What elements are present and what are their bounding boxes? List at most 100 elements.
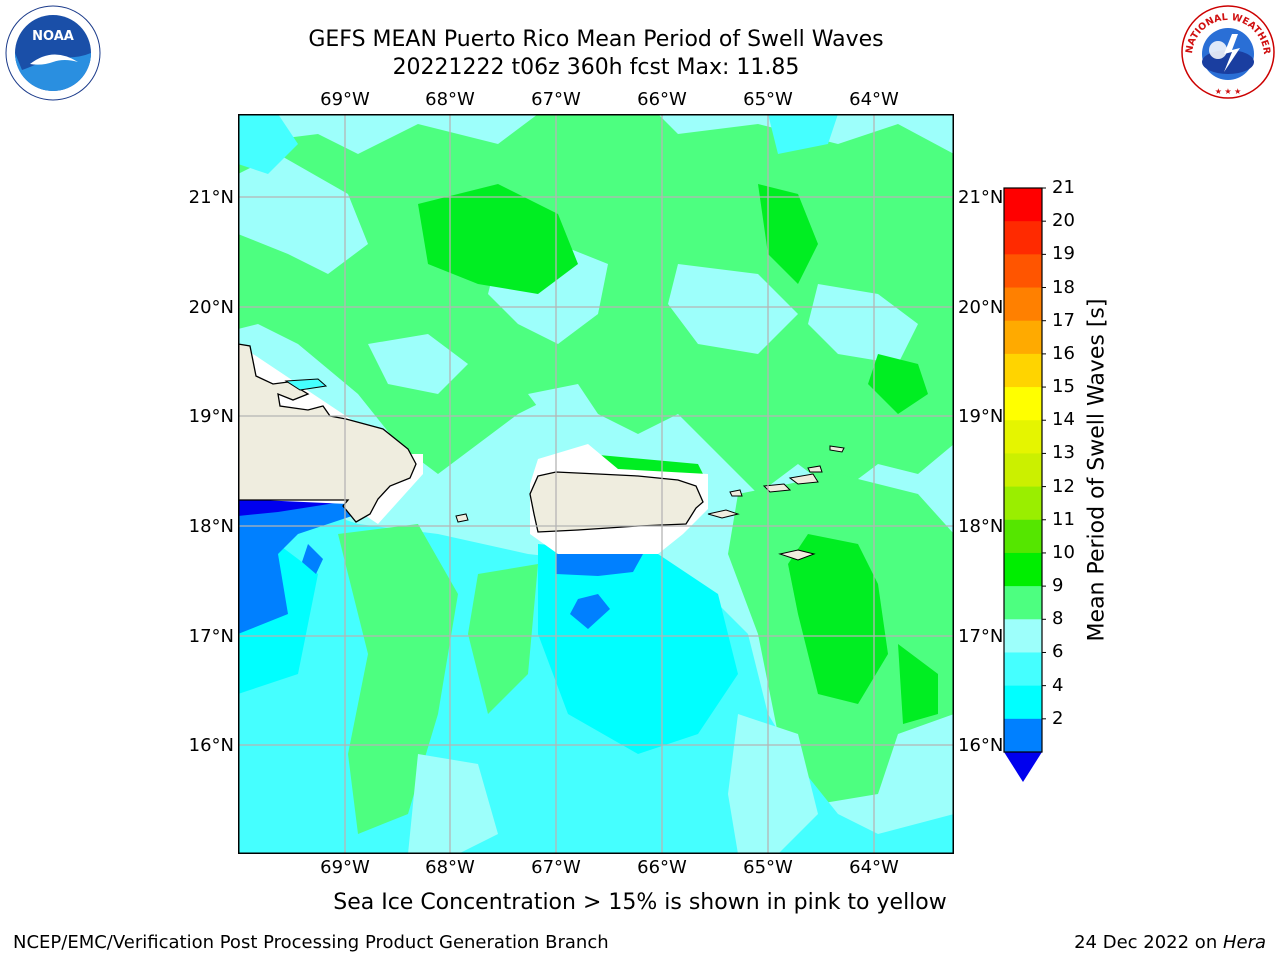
lon-label-top-69w: 69°W bbox=[320, 89, 370, 110]
land-anegada bbox=[829, 445, 845, 453]
lon-label-top-67w: 67°W bbox=[531, 89, 581, 110]
sea-band-10-11s-north bbox=[418, 184, 578, 294]
land-virgin-islands-3 bbox=[807, 465, 823, 473]
colorbar-tickmarks bbox=[1042, 187, 1046, 720]
land-vieques bbox=[707, 509, 740, 519]
lat-label-right-21n: 21°N bbox=[958, 187, 1004, 208]
colorbar-cell bbox=[1004, 188, 1042, 222]
land-puerto-rico bbox=[529, 471, 704, 533]
sea-band-2-4s-south-pr bbox=[556, 554, 643, 576]
lon-label-bottom-68w: 68°W bbox=[425, 857, 475, 878]
colorbar-cell bbox=[1004, 387, 1042, 421]
sea-patch-blue-2 bbox=[570, 594, 610, 629]
lon-label-bottom-67w: 67°W bbox=[531, 857, 581, 878]
lon-label-top-66w: 66°W bbox=[637, 89, 687, 110]
colorbar-cell bbox=[1004, 586, 1042, 620]
colorbar-cells bbox=[1004, 188, 1042, 753]
sea-tongue-green-sw bbox=[338, 524, 458, 834]
colorbar-cell bbox=[1004, 221, 1042, 255]
colorbar-tick-21: 21 bbox=[1052, 177, 1075, 198]
lon-label-bottom-69w: 69°W bbox=[320, 857, 370, 878]
sea-patch-green-ne bbox=[868, 354, 928, 414]
lat-label-left-18n: 18°N bbox=[188, 516, 234, 537]
bay-hispaniola-north bbox=[284, 378, 328, 391]
lat-label-right-17n: 17°N bbox=[958, 626, 1004, 647]
colorbar-tick-19: 19 bbox=[1052, 243, 1075, 265]
colorbar-cell bbox=[1004, 685, 1042, 720]
sea-patch-light-5 bbox=[368, 334, 468, 394]
sea-patch-light-6 bbox=[528, 384, 598, 434]
colorbar-tick-20: 20 bbox=[1052, 210, 1075, 232]
colorbar-tick-2: 2 bbox=[1052, 707, 1064, 729]
noaa-logo: NOAA bbox=[5, 5, 101, 101]
sea-patch-light-4 bbox=[808, 284, 918, 364]
colorbar-cell bbox=[1004, 453, 1042, 488]
lat-label-right-20n: 20°N bbox=[958, 297, 1004, 318]
sea-patch-green-se bbox=[898, 644, 938, 724]
map-title: GEFS MEAN Puerto Rico Mean Period of Swe… bbox=[308, 27, 884, 52]
sea-band-under-2s bbox=[238, 499, 348, 516]
colorbar-tick-15: 15 bbox=[1052, 376, 1075, 398]
colorbar-cell bbox=[1004, 254, 1042, 289]
svg-text:★ ★ ★: ★ ★ ★ bbox=[1215, 87, 1242, 96]
colorbar-cell bbox=[1004, 353, 1042, 388]
colorbar-cell bbox=[1004, 718, 1042, 753]
sea-patch-light-south bbox=[728, 714, 818, 854]
colorbar-tick-11: 11 bbox=[1052, 508, 1075, 530]
lon-label-bottom-65w: 65°W bbox=[743, 857, 793, 878]
land-st-croix bbox=[778, 549, 816, 561]
colorbar-cell bbox=[1004, 652, 1042, 687]
footer-machine: Hera bbox=[1222, 932, 1266, 953]
colorbar-tick-14: 14 bbox=[1052, 409, 1075, 431]
lat-label-left-21n: 21°N bbox=[188, 187, 234, 208]
lat-label-left-19n: 19°N bbox=[188, 406, 234, 427]
colorbar bbox=[1003, 187, 1046, 782]
colorbar-under-arrow bbox=[1004, 752, 1042, 782]
footer-branch: NCEP/EMC/Verification Post Processing Pr… bbox=[13, 932, 609, 953]
map-subtitle: 20221222 t06z 360h fcst Max: 11.85 bbox=[392, 55, 800, 80]
graticule bbox=[238, 114, 954, 854]
sea-ice-note: Sea Ice Concentration > 15% is shown in … bbox=[333, 890, 947, 915]
land-mona-island bbox=[455, 513, 469, 523]
sea-patch-light-1 bbox=[238, 154, 368, 274]
sea-band-2-4s-southwest bbox=[238, 499, 358, 634]
colorbar-tick-9: 9 bbox=[1052, 575, 1064, 597]
colorbar-tick-12: 12 bbox=[1052, 475, 1075, 497]
colorbar-cell bbox=[1004, 519, 1042, 554]
lon-label-top-64w: 64°W bbox=[849, 89, 899, 110]
colorbar-tick-13: 13 bbox=[1052, 442, 1075, 464]
lat-label-left-20n: 20°N bbox=[188, 297, 234, 318]
footer-date-text: 24 Dec 2022 on bbox=[1074, 932, 1223, 953]
lat-label-right-16n: 16°N bbox=[958, 735, 1004, 756]
nws-logo: NATIONAL WEATHER SERVICE ★ ★ ★ bbox=[1180, 4, 1275, 99]
colorbar-cell bbox=[1004, 287, 1042, 322]
colorbar-frame bbox=[1003, 187, 1043, 753]
sea-patch-blue-1 bbox=[302, 544, 323, 574]
lon-label-top-65w: 65°W bbox=[743, 89, 793, 110]
lat-label-right-19n: 19°N bbox=[958, 406, 1004, 427]
colorbar-cell bbox=[1004, 619, 1042, 653]
noaa-text: NOAA bbox=[32, 29, 74, 44]
land-virgin-islands-2 bbox=[788, 473, 819, 485]
colorbar-cell bbox=[1004, 552, 1042, 587]
sea-band-10-11s-southeast bbox=[788, 534, 888, 704]
colorbar-tick-4: 4 bbox=[1052, 674, 1064, 696]
colorbar-tick-6: 6 bbox=[1052, 641, 1064, 663]
sea-patch-light-sw bbox=[408, 754, 498, 854]
sea-tongue-green-central bbox=[468, 564, 538, 714]
colorbar-cell bbox=[1004, 320, 1042, 355]
land-culebra bbox=[729, 489, 743, 497]
lat-label-left-16n: 16°N bbox=[188, 735, 234, 756]
lon-label-bottom-64w: 64°W bbox=[849, 857, 899, 878]
map-border bbox=[238, 114, 954, 854]
colorbar-cell bbox=[1004, 486, 1042, 521]
lat-label-right-18n: 18°N bbox=[958, 516, 1004, 537]
colorbar-tick-18: 18 bbox=[1052, 276, 1075, 298]
sea-band-10-11s-east bbox=[758, 184, 818, 284]
lat-label-left-17n: 17°N bbox=[188, 626, 234, 647]
colorbar-tick-10: 10 bbox=[1052, 541, 1075, 563]
colorbar-tick-17: 17 bbox=[1052, 309, 1075, 331]
lon-label-bottom-66w: 66°W bbox=[637, 857, 687, 878]
colorbar-tick-8: 8 bbox=[1052, 608, 1064, 630]
colorbar-tick-16: 16 bbox=[1052, 342, 1075, 364]
